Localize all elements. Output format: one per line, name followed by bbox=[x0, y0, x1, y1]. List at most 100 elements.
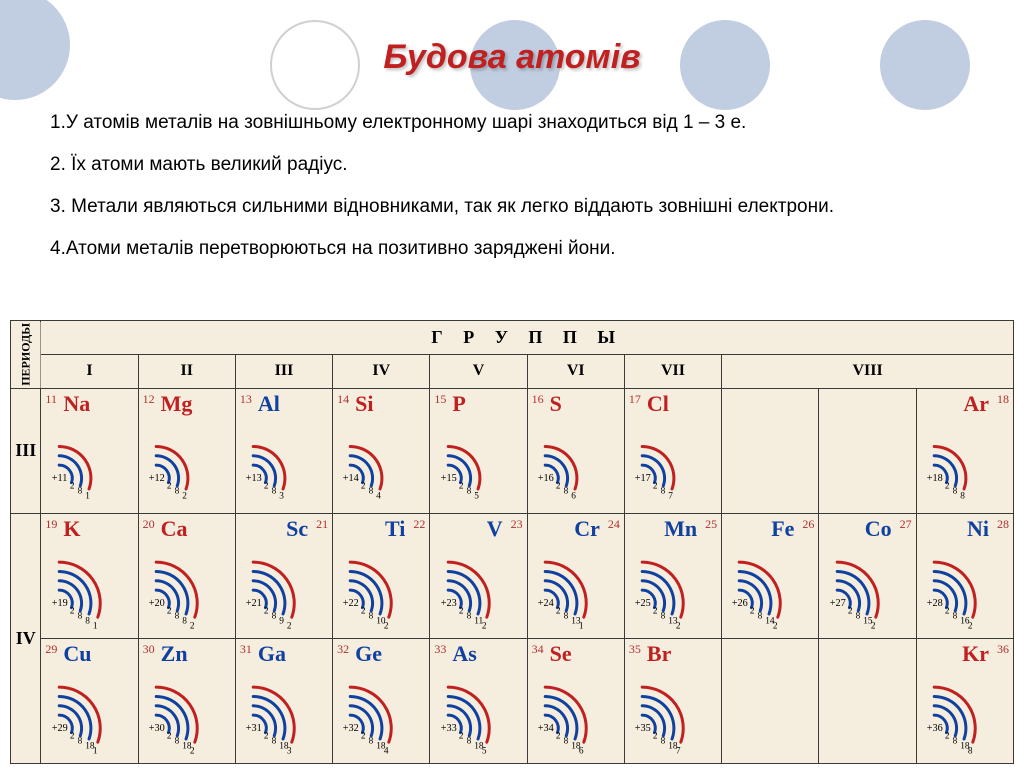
element-symbol: Se bbox=[550, 641, 572, 667]
svg-text:3: 3 bbox=[279, 491, 284, 501]
atomic-number: 19 bbox=[45, 517, 57, 532]
atomic-number: 28 bbox=[997, 517, 1009, 532]
svg-text:8: 8 bbox=[661, 486, 666, 496]
element-symbol: Cl bbox=[647, 391, 669, 417]
period-number: III bbox=[11, 388, 41, 513]
svg-text:+11: +11 bbox=[51, 473, 67, 484]
element-cell-Mn: 25 Mn +25 28132 bbox=[624, 513, 721, 638]
svg-text:2: 2 bbox=[556, 482, 561, 492]
element-symbol: Zn bbox=[161, 641, 188, 667]
svg-text:3: 3 bbox=[287, 746, 292, 756]
atomic-number: 33 bbox=[434, 642, 446, 657]
group-label: IV bbox=[333, 354, 430, 388]
electron-shells-icon: +26 28142 bbox=[728, 552, 812, 632]
element-symbol: Ti bbox=[385, 516, 405, 542]
element-cell-V: 23 V +23 28112 bbox=[430, 513, 527, 638]
svg-text:8: 8 bbox=[466, 611, 471, 621]
element-symbol: Mg bbox=[161, 391, 193, 417]
svg-text:8: 8 bbox=[77, 486, 82, 496]
svg-text:2: 2 bbox=[945, 482, 950, 492]
atomic-number: 29 bbox=[45, 642, 57, 657]
svg-text:2: 2 bbox=[481, 621, 486, 631]
element-cell-Si: 14 Si +14 284 bbox=[333, 388, 430, 513]
svg-text:8: 8 bbox=[952, 611, 957, 621]
electron-shells-icon: +23 28112 bbox=[437, 552, 521, 632]
element-symbol: S bbox=[550, 391, 562, 417]
element-symbol: Al bbox=[258, 391, 280, 417]
electron-shells-icon: +15 285 bbox=[437, 427, 521, 507]
atomic-number: 34 bbox=[532, 642, 544, 657]
svg-text:+33: +33 bbox=[440, 723, 456, 734]
svg-text:8: 8 bbox=[85, 616, 90, 626]
group-label: VII bbox=[624, 354, 721, 388]
element-cell-Cu: 29 Cu +29 28181 bbox=[41, 638, 138, 763]
svg-text:2: 2 bbox=[458, 732, 463, 742]
atomic-number: 16 bbox=[532, 392, 544, 407]
svg-text:+30: +30 bbox=[148, 723, 164, 734]
svg-text:1: 1 bbox=[92, 746, 97, 756]
svg-text:+23: +23 bbox=[440, 598, 456, 609]
atomic-number: 11 bbox=[45, 392, 57, 407]
electron-shells-icon: +11 281 bbox=[48, 427, 132, 507]
element-symbol: Na bbox=[63, 391, 90, 417]
bullet-3: 3. Метали являються сильними відновникам… bbox=[50, 189, 970, 225]
atomic-number: 23 bbox=[511, 517, 523, 532]
slide-title: Будова атомів bbox=[0, 38, 1024, 77]
atomic-number: 32 bbox=[337, 642, 349, 657]
empty-cell bbox=[819, 638, 916, 763]
svg-text:1: 1 bbox=[92, 621, 97, 631]
atomic-number: 12 bbox=[143, 392, 155, 407]
svg-text:+14: +14 bbox=[343, 473, 359, 484]
periodic-table: ПЕРИОДЫ Г Р У П П ЫIIIIIIIVVVIVIIVIIIIII… bbox=[10, 320, 1014, 764]
empty-cell bbox=[819, 388, 916, 513]
svg-text:+36: +36 bbox=[927, 723, 943, 734]
atomic-number: 30 bbox=[143, 642, 155, 657]
element-cell-Cr: 24 Cr +24 28131 bbox=[527, 513, 624, 638]
atomic-number: 17 bbox=[629, 392, 641, 407]
element-cell-Kr: 36 Kr +36 28188 bbox=[916, 638, 1013, 763]
atomic-number: 14 bbox=[337, 392, 349, 407]
svg-text:2: 2 bbox=[264, 732, 269, 742]
svg-text:2: 2 bbox=[653, 607, 658, 617]
svg-text:2: 2 bbox=[945, 732, 950, 742]
atomic-number: 36 bbox=[997, 642, 1009, 657]
atomic-number: 25 bbox=[705, 517, 717, 532]
electron-shells-icon: +30 28182 bbox=[145, 677, 229, 757]
atomic-number: 18 bbox=[997, 392, 1009, 407]
electron-shells-icon: +12 282 bbox=[145, 427, 229, 507]
element-symbol: Ca bbox=[161, 516, 188, 542]
svg-text:2: 2 bbox=[653, 732, 658, 742]
element-cell-Ti: 22 Ti +22 28102 bbox=[333, 513, 430, 638]
svg-text:+29: +29 bbox=[51, 723, 67, 734]
element-symbol: Ga bbox=[258, 641, 286, 667]
element-cell-Br: 35 Br +35 28187 bbox=[624, 638, 721, 763]
svg-text:+12: +12 bbox=[148, 473, 164, 484]
atomic-number: 35 bbox=[629, 642, 641, 657]
svg-text:2: 2 bbox=[361, 482, 366, 492]
electron-shells-icon: +35 28187 bbox=[631, 677, 715, 757]
element-symbol: Ni bbox=[967, 516, 989, 542]
svg-text:8: 8 bbox=[968, 746, 973, 756]
element-cell-Sc: 21 Sc +21 2892 bbox=[235, 513, 332, 638]
element-cell-Ge: 32 Ge +32 28184 bbox=[333, 638, 430, 763]
element-symbol: Mn bbox=[664, 516, 697, 542]
element-symbol: As bbox=[452, 641, 476, 667]
bullet-1: 1.У атомів металів на зовнішньому електр… bbox=[50, 105, 970, 141]
svg-text:+19: +19 bbox=[51, 598, 67, 609]
element-cell-Se: 34 Se +34 28186 bbox=[527, 638, 624, 763]
svg-text:6: 6 bbox=[579, 746, 584, 756]
element-symbol: Sc bbox=[286, 516, 308, 542]
svg-text:+26: +26 bbox=[732, 598, 748, 609]
svg-text:8: 8 bbox=[563, 736, 568, 746]
svg-text:8: 8 bbox=[272, 486, 277, 496]
svg-text:8: 8 bbox=[174, 486, 179, 496]
svg-text:8: 8 bbox=[855, 611, 860, 621]
svg-text:2: 2 bbox=[361, 732, 366, 742]
svg-text:2: 2 bbox=[384, 621, 389, 631]
element-symbol: Fe bbox=[771, 516, 794, 542]
element-cell-K: 19 K +19 2881 bbox=[41, 513, 138, 638]
group-label: III bbox=[235, 354, 332, 388]
element-cell-Zn: 30 Zn +30 28182 bbox=[138, 638, 235, 763]
svg-text:8: 8 bbox=[369, 486, 374, 496]
svg-text:8: 8 bbox=[182, 616, 187, 626]
